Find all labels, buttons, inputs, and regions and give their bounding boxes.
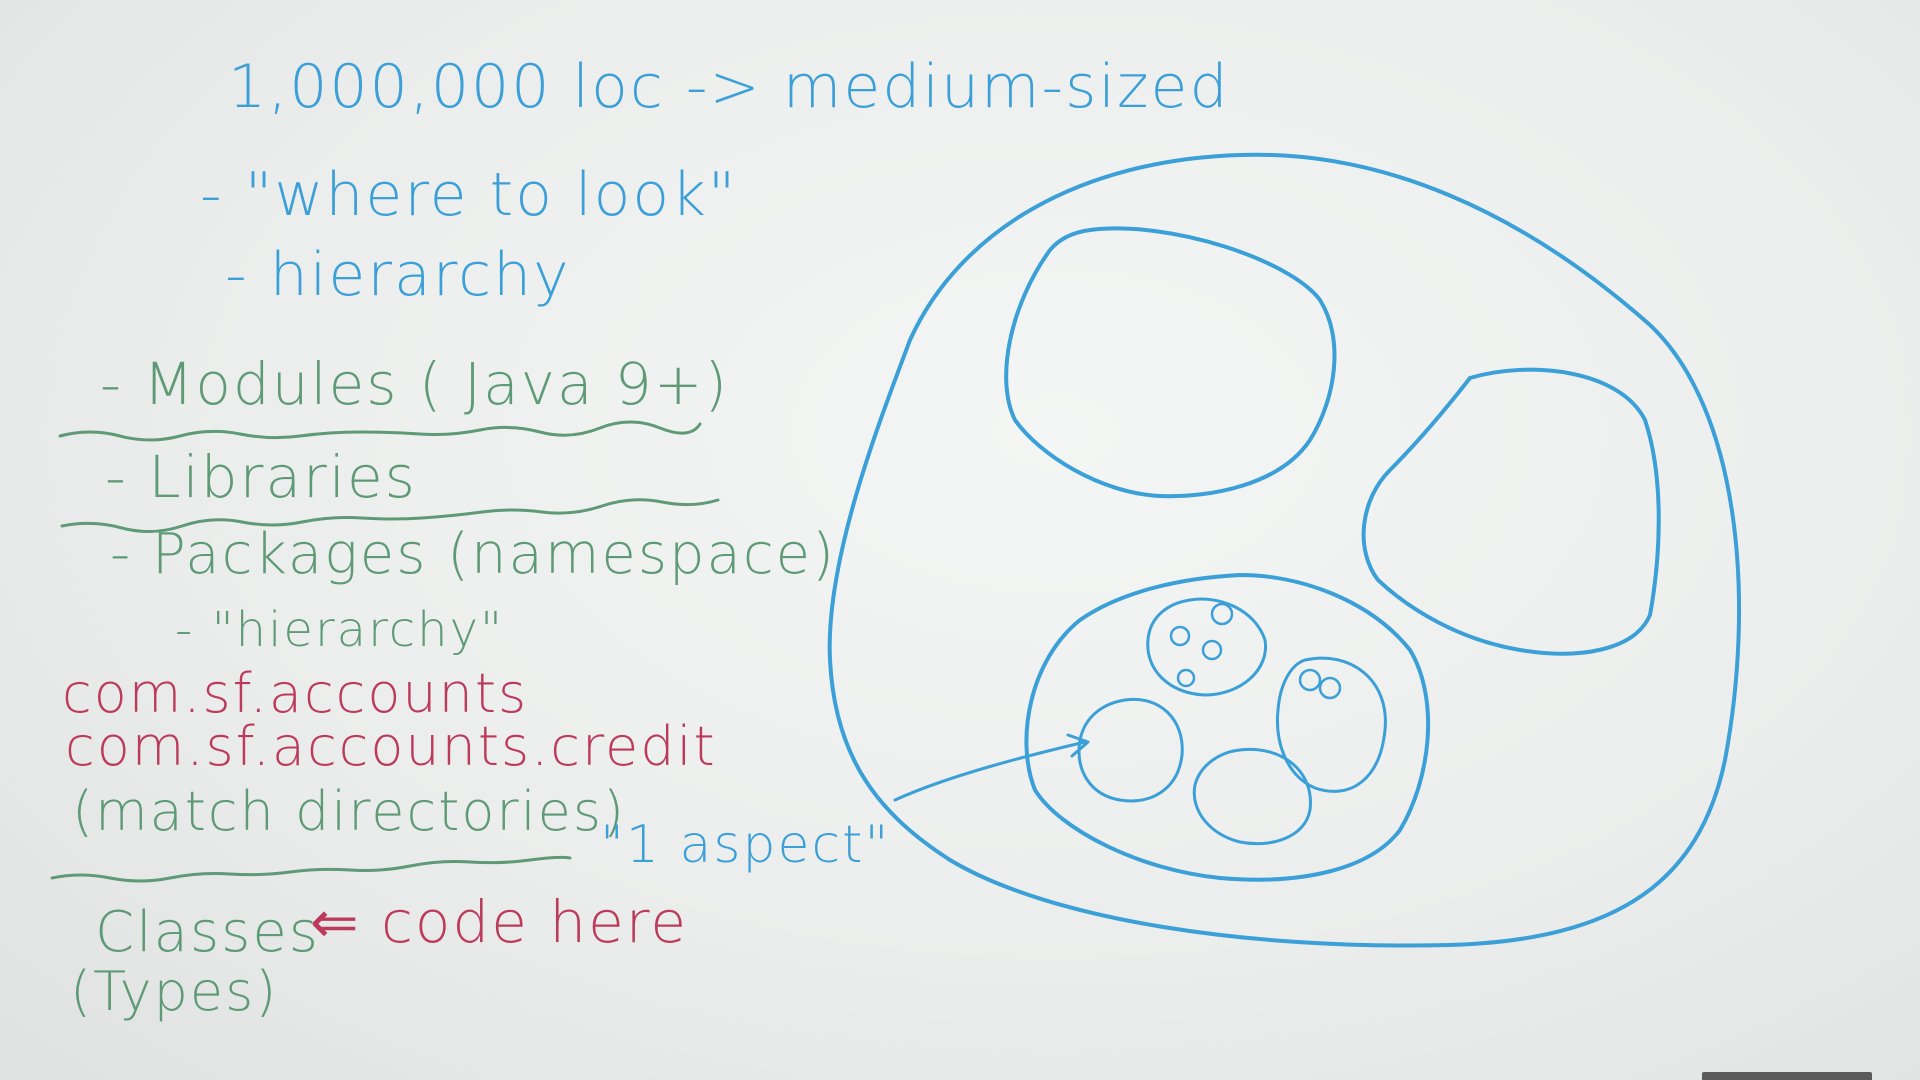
- line-types: (Types): [70, 960, 279, 1023]
- dot-5: [1298, 668, 1322, 692]
- dot-1: [1169, 625, 1191, 647]
- inner-blob-top: [1004, 226, 1337, 499]
- dot-6: [1318, 676, 1342, 700]
- line-package-1: com.sf.accounts: [62, 662, 529, 725]
- outer-blob: [827, 152, 1742, 948]
- line-classes: Classes: [95, 900, 320, 965]
- inner-blob-packages: [1024, 572, 1431, 882]
- line-aspect: "1 aspect": [600, 815, 891, 875]
- dot-3: [1201, 639, 1223, 661]
- inner-blob-right: [1361, 367, 1661, 656]
- class-blob-bottom: [1192, 747, 1312, 846]
- line-hierarchy: - hierarchy: [225, 240, 571, 310]
- line-code-here: ⇐ code here: [310, 888, 689, 956]
- line-modules: - Modules ( Java 9+): [100, 350, 730, 418]
- separator-line-3: [50, 855, 572, 883]
- separator-line-2: [60, 498, 720, 533]
- line-package-2: com.sf.accounts.credit: [65, 715, 717, 778]
- dot-2: [1210, 602, 1234, 626]
- line-libraries: - Libraries: [105, 443, 417, 511]
- class-blob-top: [1146, 597, 1268, 697]
- aspect-arrow: [893, 740, 1087, 802]
- line-match-directories: (match directories): [72, 780, 627, 843]
- line-where-to-look: - "where to look": [200, 160, 738, 230]
- line-loc-title: 1,000,000 loc -> medium-sized: [228, 52, 1230, 122]
- line-packages: - Packages (namespace): [110, 522, 836, 587]
- dot-4: [1176, 668, 1196, 688]
- aspect-arrowhead: [1066, 733, 1090, 758]
- class-blob-left: [1077, 697, 1184, 803]
- class-blob-right: [1275, 656, 1387, 793]
- board-edge: [1702, 1072, 1872, 1080]
- line-hierarchy-quoted: - "hierarchy": [175, 602, 505, 658]
- separator-line-1: [58, 420, 702, 442]
